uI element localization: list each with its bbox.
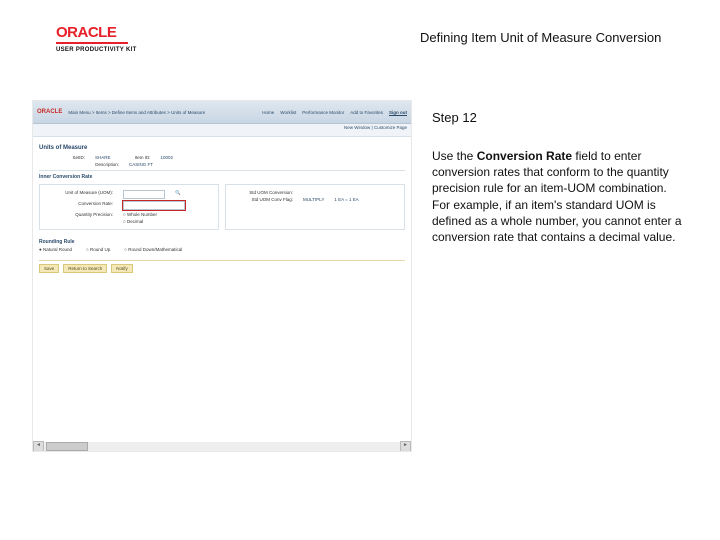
link-home[interactable]: Home: [262, 110, 274, 115]
scroll-thumb[interactable]: [46, 442, 88, 451]
itemid-label: Item ID:: [121, 155, 151, 160]
upk-label: USER PRODUCTIVITY KIT: [56, 47, 137, 53]
scroll-left-icon[interactable]: ◄: [33, 441, 44, 452]
instruction-text: Use the Conversion Rate field to enter c…: [432, 148, 684, 245]
header-links: Home Worklist Performance Monitor Add to…: [262, 110, 407, 115]
rounding-title: Rounding Rule: [39, 236, 405, 245]
save-button[interactable]: Save: [39, 264, 59, 273]
itemid-value: 10002: [161, 155, 174, 160]
qprec-radio1[interactable]: ○ Whole Number: [123, 212, 157, 217]
rounding-opt-3[interactable]: ○ Round Down/Mathematical: [124, 247, 182, 252]
instr-pre: Use the: [432, 149, 477, 163]
oracle-logo-underline: [56, 42, 128, 44]
left-column: Unit of Measure (UOM): 🔍 Conversion Rate…: [39, 184, 219, 230]
conv-rate-input[interactable]: [123, 201, 185, 210]
subheader-links[interactable]: New Window | Customize Page: [344, 125, 407, 130]
desc-value: CASING FT: [129, 162, 153, 167]
breadcrumb[interactable]: Main Menu > Items > Define Items and Att…: [68, 110, 205, 115]
lookup-icon[interactable]: 🔍: [175, 190, 181, 199]
scroll-right-icon[interactable]: ►: [400, 441, 411, 452]
two-column-form: Unit of Measure (UOM): 🔍 Conversion Rate…: [39, 184, 405, 230]
notify-button[interactable]: Notify: [111, 264, 133, 273]
uom-input[interactable]: [123, 190, 165, 199]
stdflag-extra: 1 EA = 1 EA: [334, 197, 358, 202]
rounding-opt-2[interactable]: ○ Round Up: [86, 247, 110, 252]
setid-value: SHARE: [95, 155, 111, 160]
uom-label: Unit of Measure (UOM):: [43, 190, 113, 199]
step-label: Step 12: [432, 110, 477, 125]
oracle-logo: ORACLE: [56, 24, 137, 41]
stdflag-value: MULTIPLY: [303, 197, 324, 202]
section-title: Units of Measure: [39, 145, 405, 151]
link-worklist[interactable]: Worklist: [280, 110, 296, 115]
link-perfmon[interactable]: Performance Monitor: [302, 110, 344, 115]
app-brand: ORACLE: [37, 109, 62, 115]
conv-rate-label: Conversion Rate:: [43, 201, 113, 210]
link-signout[interactable]: Sign out: [389, 110, 407, 115]
page-title: Defining Item Unit of Measure Conversion: [420, 30, 661, 45]
return-button[interactable]: Return to Search: [63, 264, 107, 273]
desc-label: Description:: [39, 162, 119, 167]
button-row: Save Return to Search Notify: [39, 260, 405, 273]
setid-label: SetID:: [39, 155, 85, 160]
oracle-logo-block: ORACLE USER PRODUCTIVITY KIT: [56, 24, 137, 53]
qprec-label: Quantity Precision:: [43, 212, 113, 217]
app-subheader: New Window | Customize Page: [33, 124, 411, 137]
stdflag-label: Std UOM Conv Flag:: [229, 197, 293, 202]
app-screenshot: ORACLE Main Menu > Items > Define Items …: [32, 100, 412, 452]
instr-bold: Conversion Rate: [477, 149, 572, 163]
stduom-label: Std UOM Conversion:: [229, 190, 293, 195]
qprec-radio2[interactable]: ○ Decimal: [123, 219, 143, 224]
instr-post: field to enter conversion rates that con…: [432, 149, 682, 244]
right-column: Std UOM Conversion: Std UOM Conv Flag: M…: [225, 184, 405, 230]
app-header: ORACLE Main Menu > Items > Define Items …: [33, 101, 411, 124]
app-body: Units of Measure SetID: SHARE Item ID: 1…: [33, 137, 411, 277]
horizontal-scrollbar[interactable]: ◄ ►: [33, 442, 411, 451]
link-favorites[interactable]: Add to Favorites: [350, 110, 383, 115]
inner-header: Inner Conversion Rate: [39, 170, 405, 180]
rounding-opt-1[interactable]: ● Natural Round: [39, 247, 72, 252]
